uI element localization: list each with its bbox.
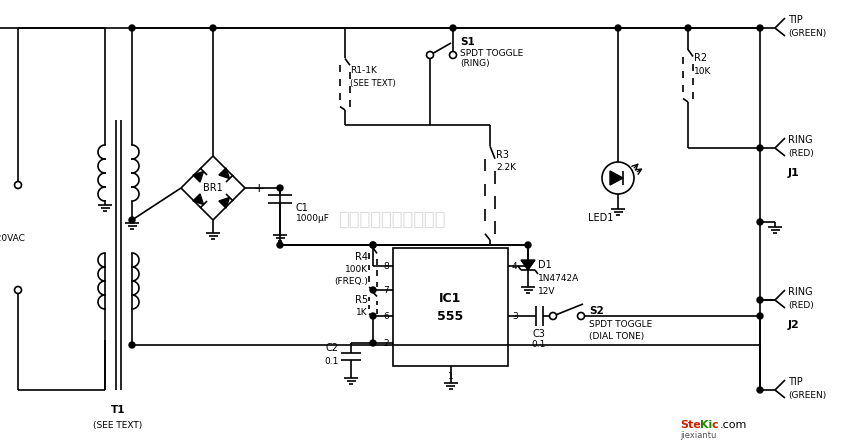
Text: R3: R3	[496, 150, 509, 160]
Text: RING: RING	[788, 135, 813, 145]
Text: 6: 6	[383, 312, 389, 320]
Circle shape	[370, 242, 376, 248]
Circle shape	[426, 51, 434, 59]
Circle shape	[615, 25, 621, 31]
Text: J1: J1	[788, 168, 800, 178]
Text: D1: D1	[538, 260, 552, 270]
Text: R2: R2	[694, 53, 707, 63]
Text: Ki: Ki	[700, 420, 712, 430]
Text: 1N4742A: 1N4742A	[538, 274, 579, 282]
Text: SPDT TOGGLE: SPDT TOGGLE	[460, 48, 523, 58]
Text: R4: R4	[355, 252, 368, 262]
Polygon shape	[193, 172, 203, 182]
Text: 3: 3	[512, 312, 517, 320]
Text: RING: RING	[788, 287, 813, 297]
Circle shape	[277, 242, 283, 248]
Circle shape	[685, 25, 691, 31]
Text: 4: 4	[512, 261, 517, 271]
Circle shape	[757, 387, 763, 393]
Text: C2: C2	[326, 343, 339, 353]
Circle shape	[450, 25, 456, 31]
Text: R5: R5	[354, 295, 368, 305]
Text: .com: .com	[720, 420, 748, 430]
Circle shape	[757, 297, 763, 303]
Text: J2: J2	[788, 320, 800, 330]
Text: (SEE TEXT): (SEE TEXT)	[94, 421, 143, 429]
Text: 12V: 12V	[538, 286, 555, 296]
Circle shape	[370, 340, 376, 346]
Text: (SEE TEXT): (SEE TEXT)	[350, 78, 396, 88]
Text: 0.1: 0.1	[532, 340, 546, 348]
Text: (RED): (RED)	[788, 301, 814, 309]
Text: +: +	[253, 181, 264, 194]
Text: LED1: LED1	[587, 213, 613, 223]
Circle shape	[14, 181, 21, 188]
Text: 10K: 10K	[694, 66, 711, 76]
Circle shape	[757, 25, 763, 31]
Text: 100K: 100K	[345, 264, 368, 274]
Text: 7: 7	[383, 286, 389, 294]
Text: IC1: IC1	[440, 292, 462, 304]
Circle shape	[210, 25, 216, 31]
Circle shape	[14, 286, 21, 293]
Text: TIP: TIP	[788, 377, 803, 387]
Text: T1: T1	[111, 405, 125, 415]
Text: S2: S2	[589, 306, 603, 316]
Circle shape	[757, 219, 763, 225]
Text: (FREQ.): (FREQ.)	[334, 276, 368, 286]
Text: 1: 1	[447, 371, 453, 381]
Text: 2: 2	[383, 338, 389, 348]
Text: C1: C1	[296, 203, 309, 213]
Text: BR1: BR1	[203, 183, 223, 193]
Polygon shape	[219, 198, 230, 208]
Polygon shape	[521, 260, 535, 270]
Text: Ste: Ste	[680, 420, 701, 430]
Text: S1: S1	[460, 37, 474, 47]
Text: 555: 555	[437, 309, 463, 323]
Circle shape	[129, 217, 135, 223]
Text: (GREEN): (GREEN)	[788, 29, 826, 37]
Circle shape	[370, 242, 376, 248]
Text: (DIAL TONE): (DIAL TONE)	[589, 331, 644, 341]
Circle shape	[129, 25, 135, 31]
Circle shape	[525, 242, 531, 248]
Circle shape	[450, 51, 457, 59]
Text: 1K: 1K	[356, 308, 368, 316]
Text: TIP: TIP	[788, 15, 803, 25]
Circle shape	[549, 312, 556, 319]
Text: 2.2K: 2.2K	[496, 162, 516, 172]
Polygon shape	[193, 194, 203, 205]
Text: (GREEN): (GREEN)	[788, 391, 826, 400]
Polygon shape	[219, 168, 230, 179]
Text: c: c	[712, 420, 718, 430]
Circle shape	[370, 313, 376, 319]
Circle shape	[577, 312, 585, 319]
Text: 杭州将睿科技有限公司: 杭州将睿科技有限公司	[338, 211, 446, 229]
Circle shape	[757, 145, 763, 151]
Polygon shape	[610, 171, 623, 185]
Bar	[393, 248, 508, 366]
Circle shape	[757, 313, 763, 319]
Text: 8: 8	[383, 261, 389, 271]
Circle shape	[370, 287, 376, 293]
Circle shape	[602, 162, 634, 194]
Text: R1-1K: R1-1K	[350, 66, 377, 74]
Circle shape	[277, 185, 283, 191]
Text: SPDT TOGGLE: SPDT TOGGLE	[589, 319, 652, 329]
Text: (RING): (RING)	[460, 59, 490, 67]
Circle shape	[129, 342, 135, 348]
Text: 0.1: 0.1	[325, 356, 339, 366]
Text: 1000μF: 1000μF	[296, 213, 330, 223]
Text: 120VAC: 120VAC	[0, 234, 25, 242]
Text: (RED): (RED)	[788, 149, 814, 158]
Text: C3: C3	[533, 329, 545, 339]
Text: jiexiantu: jiexiantu	[680, 430, 717, 440]
